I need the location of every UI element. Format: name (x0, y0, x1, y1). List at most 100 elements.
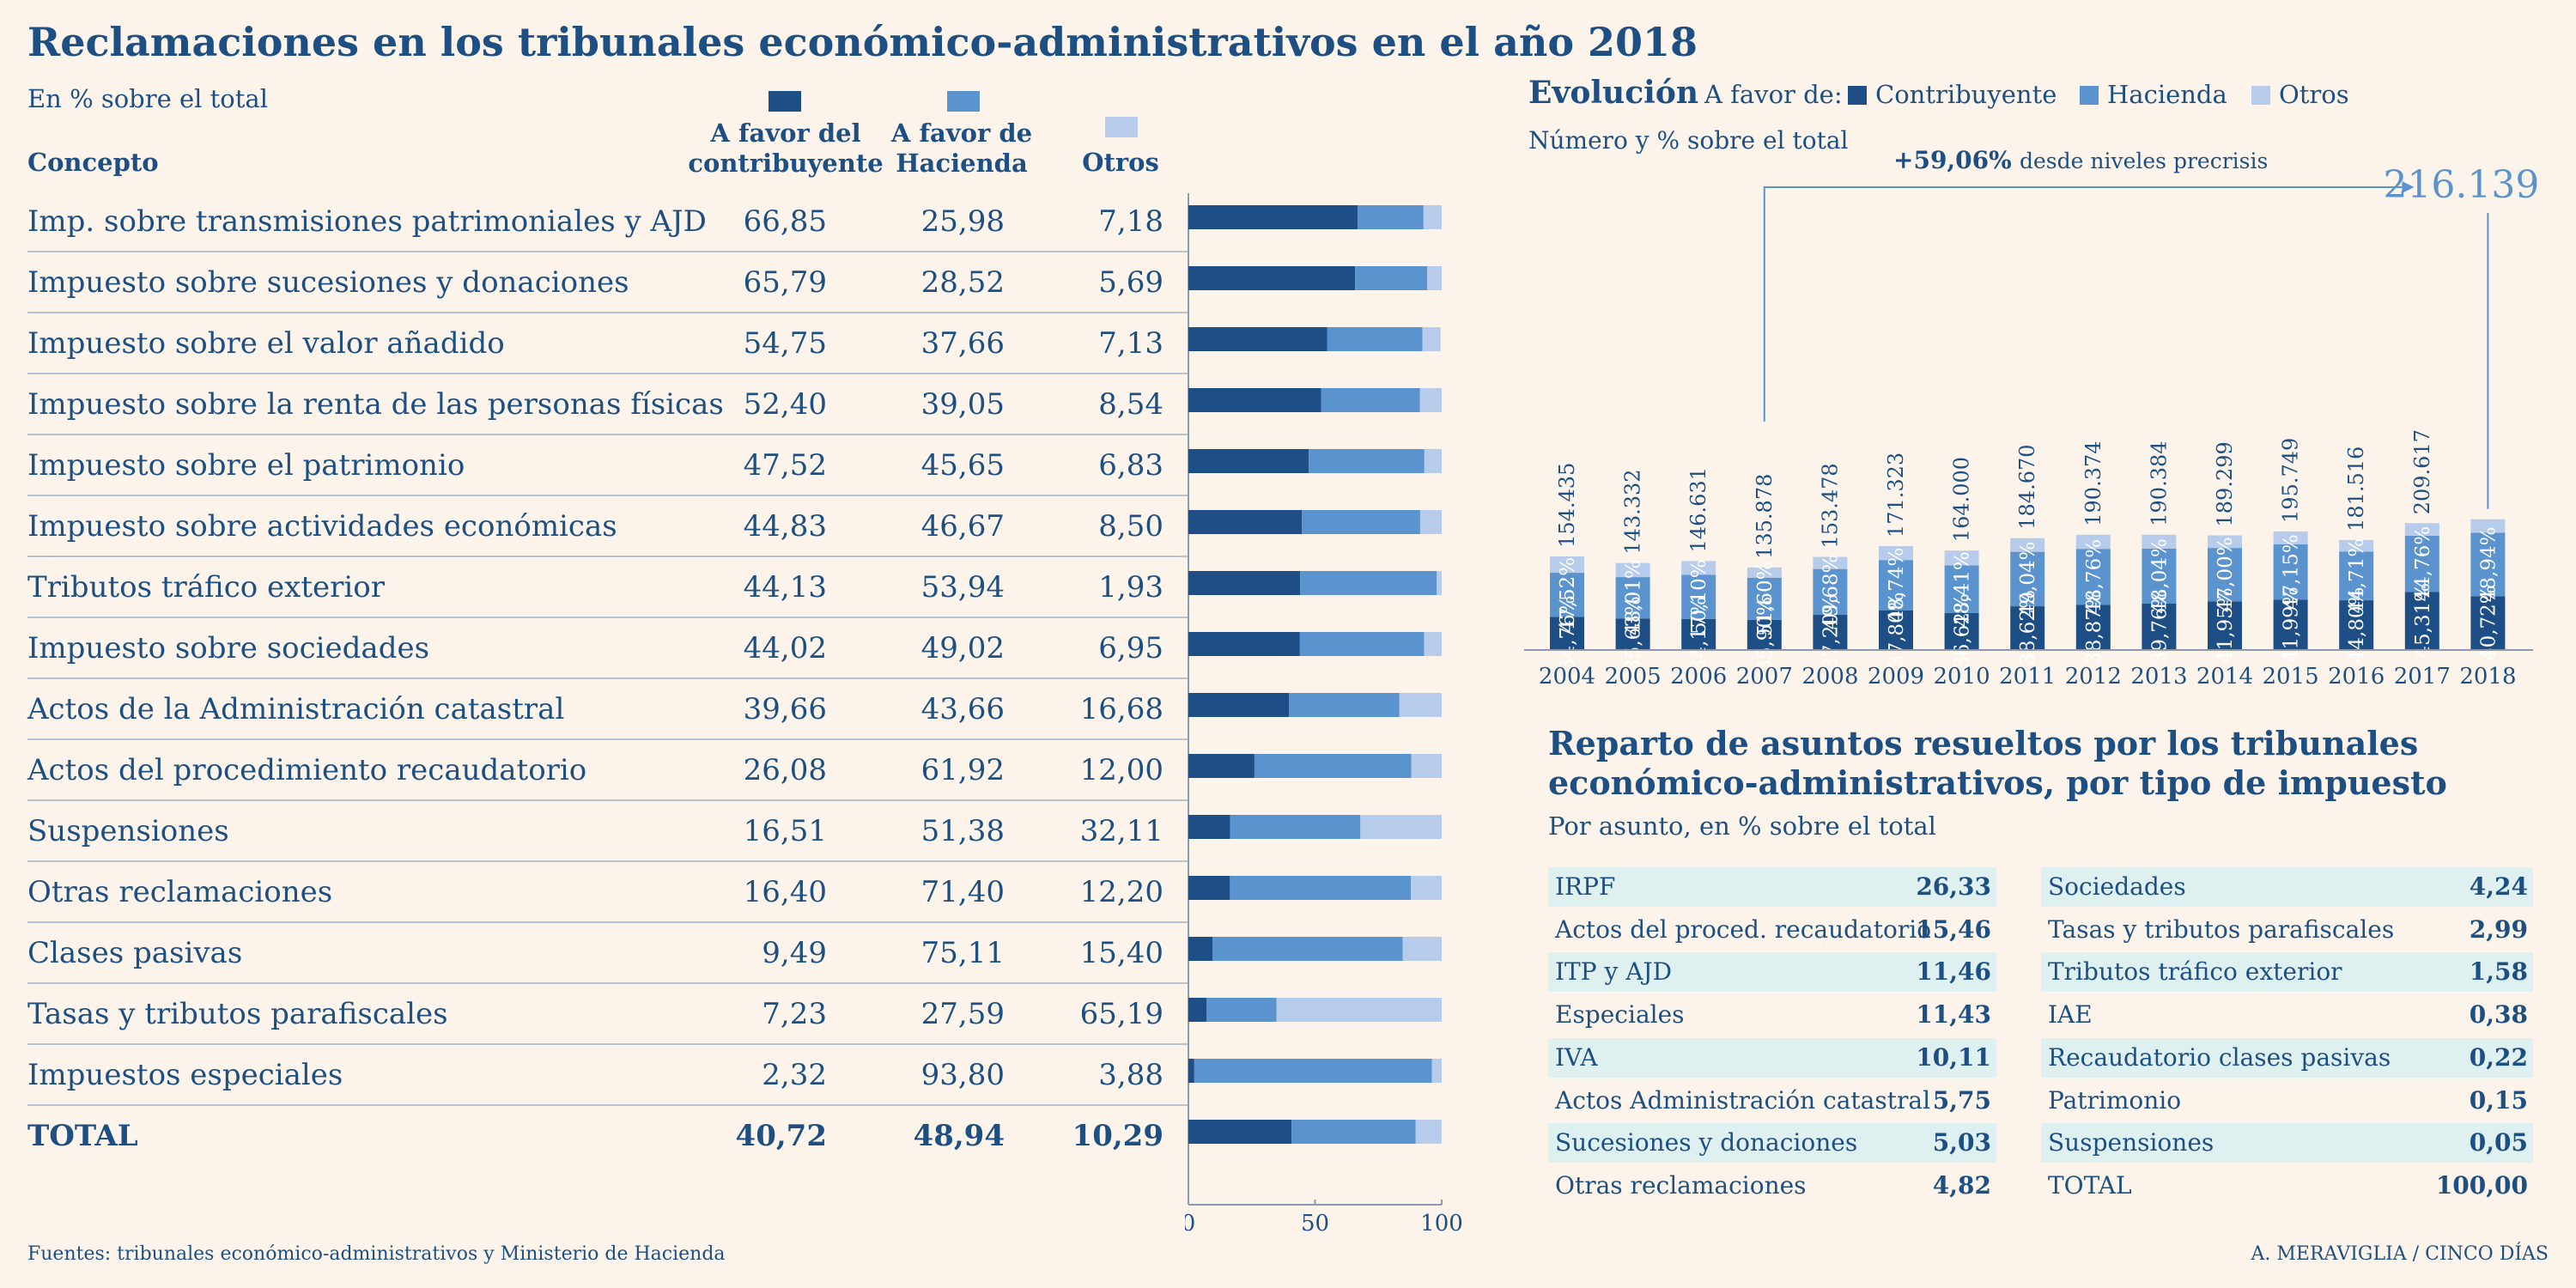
row-value-otros: 7,18 (1098, 204, 1163, 239)
row-divider (27, 982, 1189, 984)
row-value-contribuyente: 65,79 (743, 265, 827, 300)
row-concept-label: Imp. sobre transmisiones patrimoniales y… (27, 204, 707, 239)
evo-total-label: 195.749 (2279, 438, 2303, 523)
evo-pct-hacienda: 44,71% (2346, 538, 2368, 614)
reparto-row: Actos del proced. recaudatorio 15,46 (1548, 910, 1996, 950)
row-concept-label: Tasas y tributos parafiscales (27, 997, 448, 1031)
row-concept-label: Suspensiones (27, 814, 229, 848)
evo-pct-hacienda: 51,60% (1754, 561, 1777, 636)
reparto-row: Especiales 11,43 (1548, 995, 1996, 1035)
row-value-contribuyente: 26,08 (743, 753, 827, 787)
reparto-row-label: Patrimonio (2048, 1085, 2182, 1115)
evo-bar-otros (1944, 550, 1979, 566)
evo-pct-contribuyente: 35,63% (1623, 596, 1645, 671)
evo-pct-contribuyente: 37,20% (1820, 594, 1842, 670)
evo-year-label: 2015 (2263, 664, 2319, 690)
evo-bar-contribuyente (1681, 618, 1716, 649)
source-note: Fuentes: tribunales económico-administra… (27, 1243, 726, 1265)
bar-segment-contribuyente (1188, 693, 1289, 717)
legend-label-contribuyente: Contribuyente (1875, 80, 2057, 109)
evo-bar-contribuyente (1879, 610, 1913, 649)
bar-segment-contribuyente (1188, 327, 1327, 351)
evo-pct-hacienda: 48,74% (1886, 548, 1908, 623)
evo-pct-hacienda: 44,76% (2412, 526, 2434, 602)
evo-total-label: 190.384 (2147, 440, 2171, 526)
legend-label-hacienda: Hacienda (2107, 80, 2227, 109)
evo-bar-hacienda (1747, 577, 1782, 620)
reparto-row-label: ITP y AJD (1555, 957, 1673, 987)
row-concept-label: Impuesto sobre actividades económicas (27, 509, 617, 544)
row-value-hacienda: 46,67 (920, 509, 1005, 544)
evo-bar-contribuyente (2273, 599, 2308, 649)
bar-segment-hacienda (1288, 693, 1400, 717)
evo-bar-hacienda (1681, 574, 1716, 619)
reparto-title: Reparto de asuntos resueltos por los tri… (1548, 724, 2447, 803)
evo-bar-hacienda (1550, 573, 1584, 617)
bar-segment-otros (1437, 571, 1442, 595)
bar-segment-hacienda (1300, 571, 1437, 595)
bar-segment-hacienda (1230, 815, 1361, 839)
row-value-otros: 12,20 (1079, 875, 1163, 909)
evo-year-label: 2016 (2328, 664, 2385, 690)
row-value-contribuyente: 47,52 (743, 448, 827, 483)
evo-year-label: 2010 (1934, 664, 1990, 690)
evo-bar-contribuyente (1747, 619, 1782, 649)
bar-segment-contribuyente (1188, 754, 1255, 778)
row-divider (27, 617, 1189, 618)
reparto-row-label: Tasas y tributos parafiscales (2048, 914, 2395, 944)
reparto-row-value: 1,58 (2469, 957, 2528, 987)
evo-total-label: 153.478 (1818, 463, 1842, 548)
reparto-row-label: Recaudatorio clases pasivas (2048, 1042, 2391, 1072)
evo-pct-hacienda: 48,41% (1952, 551, 1974, 627)
reparto-row-label: Sucesiones y donaciones (1555, 1128, 1858, 1157)
evo-year-label: 2004 (1539, 664, 1595, 690)
row-value-otros: 8,54 (1098, 387, 1163, 422)
evo-pct-contribuyente: 38,87% (2083, 589, 2105, 665)
reparto-title-line2: económico-administrativos, por tipo de i… (1548, 763, 2447, 802)
reparto-row: TOTAL 100,00 (2041, 1166, 2533, 1206)
row-value-contribuyente: 40,72 (735, 1119, 827, 1153)
credit: A. MERAVIGLIA / CINCO DÍAS (2251, 1243, 2549, 1265)
reparto-row: IRPF 26,33 (1548, 867, 1996, 907)
row-value-contribuyente: 54,75 (743, 326, 827, 361)
reparto-row-value: 0,05 (2469, 1128, 2528, 1157)
row-value-otros: 8,50 (1098, 509, 1163, 544)
bar-segment-otros (1276, 998, 1443, 1022)
row-value-otros: 12,00 (1079, 753, 1163, 787)
row-value-otros: 10,29 (1072, 1119, 1163, 1153)
reparto-title-line1: Reparto de asuntos resueltos por los tri… (1548, 724, 2419, 762)
reparto-row: IVA 10,11 (1548, 1037, 1996, 1078)
evo-year-label: 2009 (1868, 664, 1924, 690)
bar-segment-otros (1422, 327, 1441, 351)
reparto-row: Recaudatorio clases pasivas 0,22 (2041, 1037, 2533, 1078)
reparto-row: IAE 0,38 (2041, 995, 2533, 1035)
row-value-contribuyente: 52,40 (743, 387, 827, 422)
evo-bar-otros (2273, 531, 2308, 544)
reparto-row-value: 26,33 (1916, 872, 1991, 901)
reparto-row-label: Especiales (1555, 1000, 1685, 1030)
evo-bar-hacienda (1944, 565, 1979, 613)
row-divider (27, 495, 1189, 496)
row-value-hacienda: 93,80 (920, 1058, 1005, 1092)
bar-segment-contribuyente (1188, 510, 1303, 534)
reparto-row: Actos Administración catastral 5,75 (1548, 1081, 1996, 1121)
bar-segment-hacienda (1358, 205, 1424, 229)
evo-year-label: 2012 (2065, 664, 2122, 690)
bar-segment-contribuyente (1188, 876, 1230, 900)
legend-swatch-contribuyente (769, 91, 801, 112)
bar-segment-otros (1360, 815, 1442, 839)
row-value-contribuyente: 39,66 (743, 692, 827, 726)
row-divider (27, 799, 1189, 801)
row-value-otros: 65,19 (1079, 997, 1163, 1031)
legend-swatch-contribuyente (1848, 86, 1867, 105)
evo-bar-otros (2075, 534, 2111, 550)
bar-segment-hacienda (1212, 937, 1403, 961)
bar-x-tick-label: 0 (1185, 1211, 1195, 1236)
row-value-hacienda: 37,66 (920, 326, 1005, 361)
row-concept-label: Impuesto sobre el patrimonio (27, 448, 465, 483)
column-header-contribuyente: A favor del contribuyente (678, 118, 893, 179)
row-value-otros: 16,68 (1079, 692, 1163, 726)
row-value-contribuyente: 16,51 (743, 814, 827, 848)
evolution-subtitle: Número y % sobre el total (1528, 126, 1849, 155)
evo-bar-hacienda (2208, 548, 2242, 602)
